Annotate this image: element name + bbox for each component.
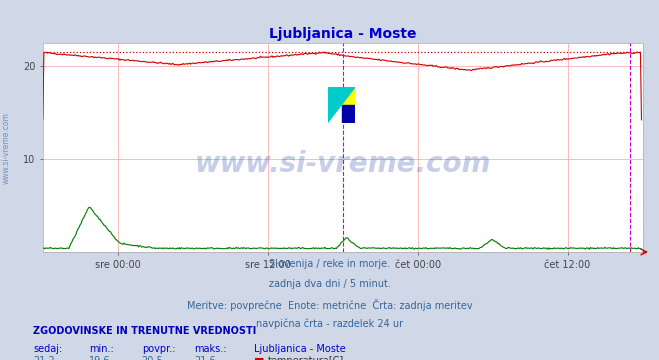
Text: Meritve: povprečne  Enote: metrične  Črta: zadnja meritev: Meritve: povprečne Enote: metrične Črta:…	[186, 299, 473, 311]
Bar	[341, 104, 355, 122]
Text: povpr.:: povpr.:	[142, 344, 175, 354]
Text: sedaj:: sedaj:	[33, 344, 62, 354]
Polygon shape	[328, 86, 355, 122]
Title: Ljubljanica - Moste: Ljubljanica - Moste	[269, 27, 416, 41]
Text: navpična črta - razdelek 24 ur: navpična črta - razdelek 24 ur	[256, 319, 403, 329]
Polygon shape	[328, 86, 355, 122]
Text: Slovenija / reke in morje.: Slovenija / reke in morje.	[269, 259, 390, 269]
Text: zadnja dva dni / 5 minut.: zadnja dva dni / 5 minut.	[269, 279, 390, 289]
Text: min.:: min.:	[89, 344, 114, 354]
Text: 20,5: 20,5	[142, 356, 163, 360]
Text: 19,6: 19,6	[89, 356, 111, 360]
Text: ZGODOVINSKE IN TRENUTNE VREDNOSTI: ZGODOVINSKE IN TRENUTNE VREDNOSTI	[33, 326, 256, 336]
Text: Ljubljanica - Moste: Ljubljanica - Moste	[254, 344, 345, 354]
Text: www.si-vreme.com: www.si-vreme.com	[2, 112, 11, 184]
Text: ■: ■	[254, 356, 264, 360]
Text: 21,6: 21,6	[194, 356, 216, 360]
Text: www.si-vreme.com: www.si-vreme.com	[194, 150, 491, 178]
Text: 21,2: 21,2	[33, 356, 55, 360]
Text: temperatura[C]: temperatura[C]	[268, 356, 345, 360]
Text: maks.:: maks.:	[194, 344, 227, 354]
